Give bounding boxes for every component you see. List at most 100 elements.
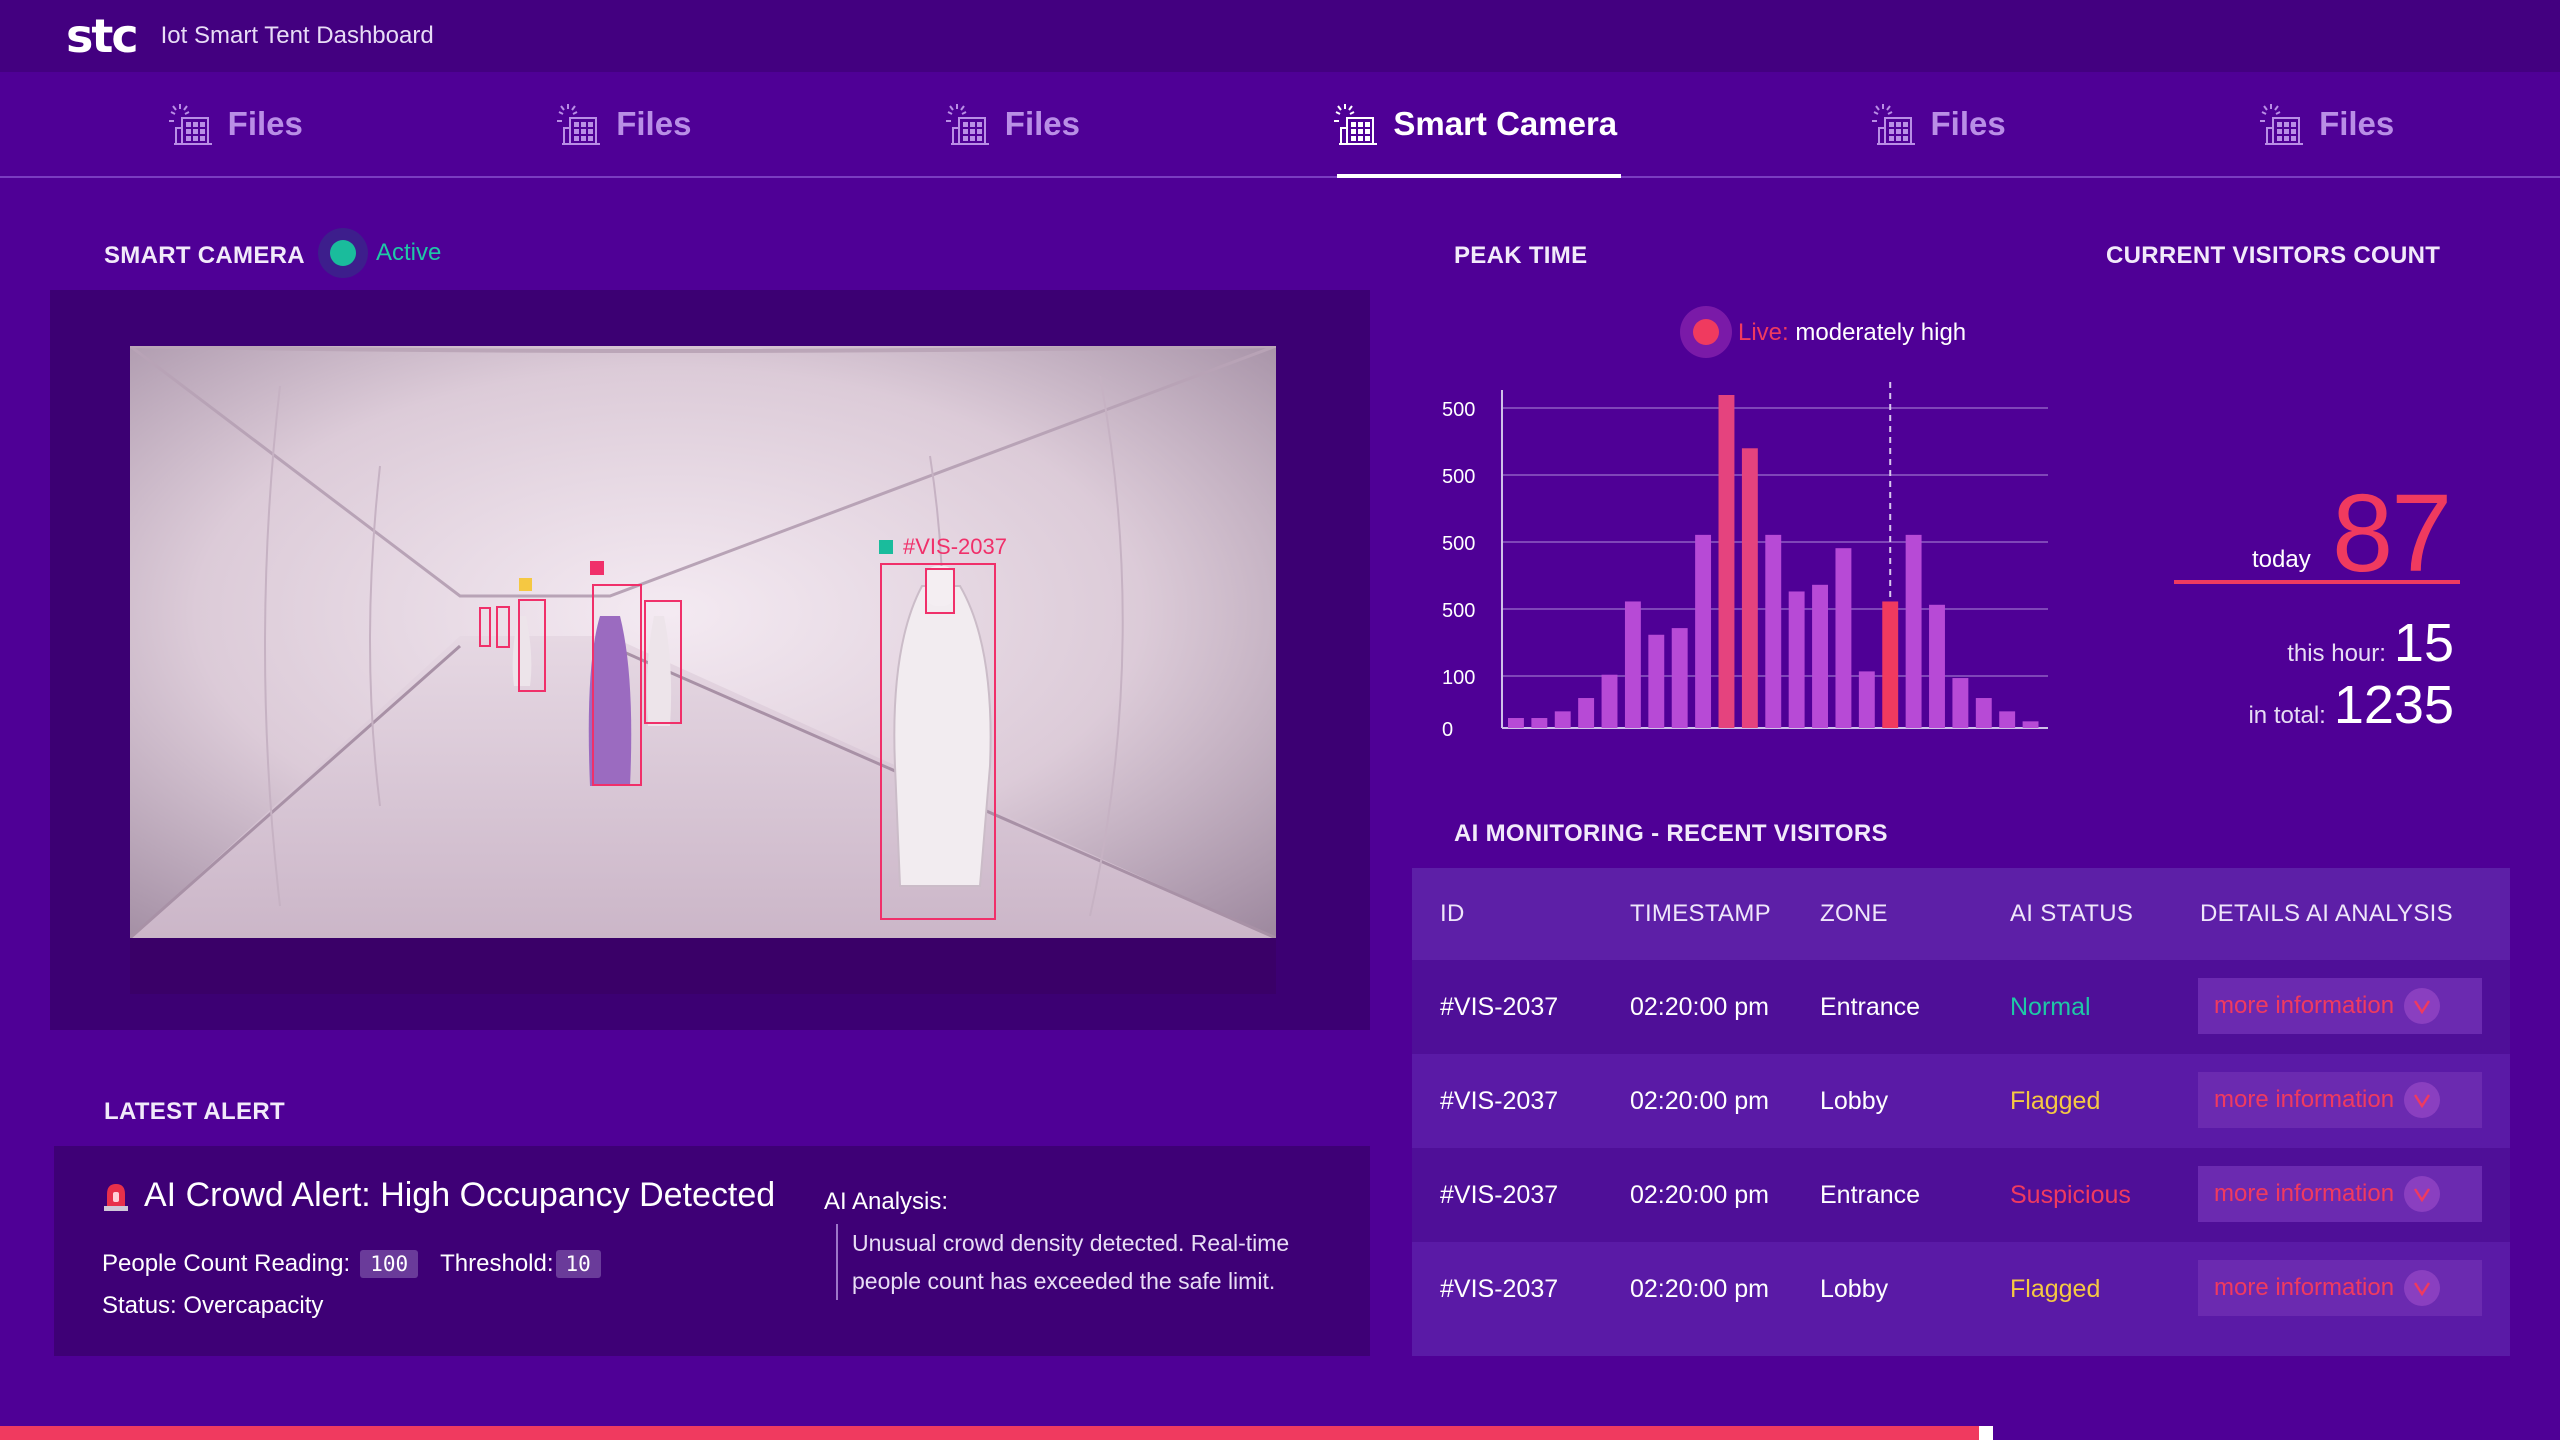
peak-bar <box>1765 534 1782 728</box>
chevron-down-icon <box>2404 1082 2441 1118</box>
peak-bar <box>1905 534 1922 728</box>
visitors-count-title: CURRENT VISITORS COUNT <box>2106 242 2441 269</box>
peak-bar <box>1671 628 1688 728</box>
tab-label: Files <box>1004 105 1080 142</box>
app-title: Iot Smart Tent Dashboard <box>160 22 434 49</box>
today-count: 87 <box>2332 472 2452 595</box>
more-information-label: more information <box>2214 1086 2395 1113</box>
smart-building-icon <box>2260 104 2304 145</box>
tab-label: Files <box>1930 105 2006 142</box>
peak-bar <box>1975 698 1992 728</box>
peak-bar <box>2022 721 2039 728</box>
visitor-ai-status: Flagged <box>2010 1274 2101 1303</box>
alert-heading: AI Crowd Alert: High Occupancy Detected <box>102 1176 775 1215</box>
column-header-zone: ZONE <box>1820 900 1888 927</box>
peak-bar <box>1952 678 1969 728</box>
chevron-down-icon <box>2404 988 2441 1024</box>
peak-bar <box>1578 698 1595 728</box>
threshold-value: 10 <box>555 1250 601 1278</box>
live-label: Live: <box>1738 319 1789 346</box>
tab-smart-camera[interactable]: Smart Camera <box>1307 72 1641 178</box>
active-status-icon <box>318 228 368 278</box>
smart-building-icon <box>557 104 601 145</box>
tab-files-1[interactable]: Files <box>142 72 327 176</box>
smart-building-icon <box>168 104 212 145</box>
visitor-timestamp: 02:20:00 pm <box>1630 992 1769 1021</box>
stc-logo[interactable]: stc <box>66 9 139 63</box>
peak-bar <box>1812 584 1828 728</box>
tab-label: Files <box>616 105 692 142</box>
y-tick-label: 0 <box>1442 719 1453 741</box>
hour-label: this hour: <box>2287 640 2386 667</box>
today-label: today <box>2252 546 2311 573</box>
visitor-timestamp: 02:20:00 pm <box>1630 1086 1769 1115</box>
threshold-label: Threshold: <box>440 1250 554 1277</box>
visitor-ai-status: Suspicious <box>2010 1180 2131 1209</box>
siren-icon <box>104 1183 128 1211</box>
more-information-button[interactable]: more information <box>2198 978 2482 1034</box>
alert-panel: AI Crowd Alert: High Occupancy Detected … <box>54 1146 1370 1356</box>
peak-bar <box>1788 591 1805 728</box>
ai-monitoring-title: AI MONITORING - RECENT VISITORS <box>1454 820 1888 847</box>
people-count-label: People Count Reading: <box>102 1250 351 1277</box>
latest-alert-title: LATEST ALERT <box>104 1098 285 1125</box>
more-information-button[interactable]: more information <box>2198 1072 2482 1128</box>
alert-title-text: AI Crowd Alert: High Occupancy Detected <box>144 1176 776 1214</box>
camera-status: Active <box>376 239 442 266</box>
more-information-button[interactable]: more information <box>2198 1260 2482 1316</box>
peak-bar <box>1882 601 1899 728</box>
tab-files-2[interactable]: Files <box>530 72 715 176</box>
page-progress-bar <box>0 1426 2560 1440</box>
column-header-id: ID <box>1440 900 1465 927</box>
peak-bar <box>1601 674 1618 728</box>
progress-handle[interactable] <box>1979 1426 1994 1440</box>
peak-time-chart: 500 500 500 500 100 0 <box>1442 382 2048 741</box>
hour-count: 15 <box>2393 613 2454 673</box>
total-count: 1235 <box>2333 675 2454 735</box>
chevron-down-icon <box>2404 1176 2441 1212</box>
table-row: #VIS-2037 02:20:00 pm Lobby Flagged more… <box>1412 1242 2510 1336</box>
tab-label: Files <box>2319 105 2395 142</box>
hour-count-row: this hour: 15 <box>2287 612 2454 674</box>
alert-readings: People Count Reading: 100 Threshold: 10 <box>102 1250 601 1278</box>
tab-files-6[interactable]: Files <box>2233 72 2418 176</box>
camera-panel: #VIS-2037 <box>50 290 1370 1030</box>
visitor-zone: Lobby <box>1820 1274 1889 1303</box>
chevron-down-icon <box>2404 1270 2441 1306</box>
more-information-label: more information <box>2214 1180 2395 1207</box>
table-row: #VIS-2037 02:20:00 pm Lobby Flagged more… <box>1412 1054 2510 1148</box>
visitor-ai-status: Flagged <box>2010 1086 2101 1115</box>
tab-files-3[interactable]: Files <box>919 72 1104 176</box>
smart-camera-title: SMART CAMERA <box>104 242 305 269</box>
visitor-zone: Entrance <box>1820 992 1921 1021</box>
column-header-timestamp: TIMESTAMP <box>1630 900 1771 927</box>
visitor-id: #VIS-2037 <box>1440 1180 1559 1209</box>
camera-feed[interactable]: #VIS-2037 <box>130 346 1276 994</box>
visitor-zone: Entrance <box>1820 1180 1921 1209</box>
peak-bar <box>1741 448 1758 728</box>
tab-label: Smart Camera <box>1393 105 1618 142</box>
y-tick-label: 500 <box>1442 466 1475 488</box>
visitor-id: #VIS-2037 <box>1440 992 1559 1021</box>
peak-bar <box>1531 718 1548 728</box>
more-information-button[interactable]: more information <box>2198 1166 2482 1222</box>
column-header-ai-status: AI STATUS <box>2010 900 2134 927</box>
y-tick-label: 500 <box>1442 399 1475 421</box>
table-row: #VIS-2037 02:20:00 pm Entrance Suspiciou… <box>1412 1148 2510 1242</box>
visitor-timestamp: 02:20:00 pm <box>1630 1274 1769 1303</box>
more-information-label: more information <box>2214 992 2395 1019</box>
tab-files-5[interactable]: Files <box>1845 72 2030 176</box>
peak-time-title: PEAK TIME <box>1454 242 1588 269</box>
detection-label: #VIS-2037 <box>903 534 1007 559</box>
visitor-id: #VIS-2037 <box>1440 1086 1559 1115</box>
peak-bar <box>1718 395 1735 728</box>
column-header-details: DETAILS AI ANALYSIS <box>2200 900 2453 927</box>
peak-bar <box>1929 604 1945 728</box>
progress-fill <box>0 1426 1982 1440</box>
top-bar: stc Iot Smart Tent Dashboard <box>0 0 2560 72</box>
smart-building-icon <box>1334 104 1378 145</box>
people-count-value: 100 <box>360 1250 419 1278</box>
ai-analysis-text: Unusual crowd density detected. Real-tim… <box>836 1224 1356 1300</box>
y-tick-label: 500 <box>1442 533 1475 555</box>
table-header: ID TIMESTAMP ZONE AI STATUS DETAILS AI A… <box>1412 868 2510 960</box>
